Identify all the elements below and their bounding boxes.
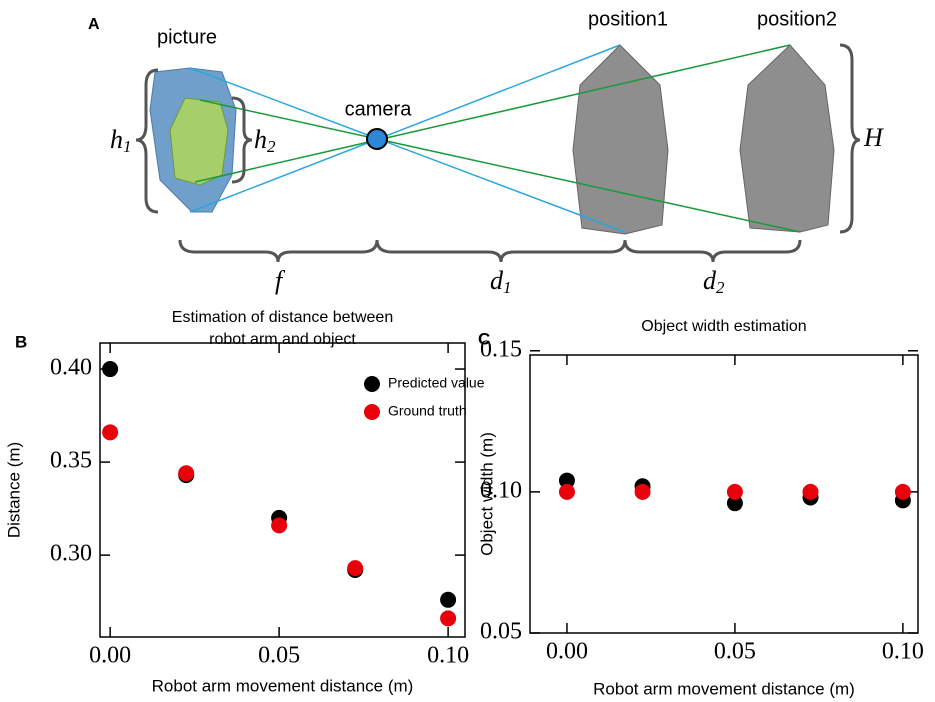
H-label: H [863, 123, 884, 152]
panel-label: C [478, 329, 490, 348]
d2-sub: 2 [716, 278, 725, 297]
x-tick-label: 0.05 [258, 643, 300, 669]
camera-label: camera [345, 98, 413, 120]
braces [135, 43, 861, 263]
legend-marker [364, 376, 380, 392]
h1-sub: 1 [123, 137, 132, 156]
x-tick-label: 0.00 [546, 639, 588, 665]
plot-frame [529, 354, 919, 634]
camera [366, 128, 388, 150]
point [347, 560, 364, 577]
x-axis-label: Robot arm movement distance (m) [152, 676, 414, 695]
point [894, 483, 911, 500]
y-tick-label: 0.30 [50, 541, 92, 567]
f-label: f [275, 266, 286, 295]
chart-title: Estimation of distance between [172, 309, 393, 326]
chart-title: robot arm and object [209, 331, 356, 348]
legend-label: Ground truth [388, 403, 467, 419]
point [178, 465, 195, 482]
y-tick-label: 0.05 [480, 619, 522, 645]
picture-label: picture [157, 26, 217, 48]
y-tick-label: 0.35 [50, 448, 92, 474]
plot-frame [99, 342, 466, 638]
d2-label: d2 [703, 266, 725, 297]
d1-label: d1 [490, 266, 512, 297]
legend-label: Predicted value [388, 375, 485, 391]
y-axis-label: Object width (m) [477, 432, 496, 556]
panel-label: B [15, 332, 27, 351]
d1-sub: 1 [503, 278, 512, 297]
h1-base: h [110, 125, 123, 154]
x-tick-label: 0.05 [714, 639, 756, 665]
h1-label: h1 [110, 125, 132, 156]
point [440, 610, 457, 627]
x-tick-label: 0.10 [427, 643, 469, 669]
point [558, 472, 575, 489]
panel-label: A [88, 16, 100, 33]
point [102, 361, 119, 378]
d2-base: d [703, 266, 717, 295]
y-tick-label: 0.15 [480, 336, 522, 362]
x-tick-label: 0.10 [882, 639, 924, 665]
y-tick-label: 0.40 [50, 355, 92, 381]
position1-shape [572, 44, 669, 235]
h2-sub: 2 [267, 137, 276, 156]
picture-inner [169, 97, 229, 186]
legend-marker [364, 404, 380, 420]
x-tick-label: 0.00 [89, 643, 131, 669]
y-tick-label: 0.10 [480, 477, 522, 503]
y-axis-label: Distance (m) [4, 442, 23, 538]
point [634, 483, 651, 500]
point [440, 591, 457, 608]
x-axis-label: Robot arm movement distance (m) [593, 679, 855, 698]
position2-shape [739, 44, 835, 233]
chart-title: Object width estimation [641, 318, 806, 335]
position1-label: position1 [588, 8, 668, 30]
h2-base: h [254, 125, 267, 154]
point [271, 517, 288, 534]
point [102, 424, 119, 441]
point [726, 483, 743, 500]
point [802, 483, 819, 500]
h2-label: h2 [254, 125, 276, 156]
point [558, 483, 575, 500]
point [726, 495, 743, 512]
position2-label: position2 [757, 8, 837, 30]
rays [189, 44, 801, 233]
d1-base: d [490, 266, 504, 295]
